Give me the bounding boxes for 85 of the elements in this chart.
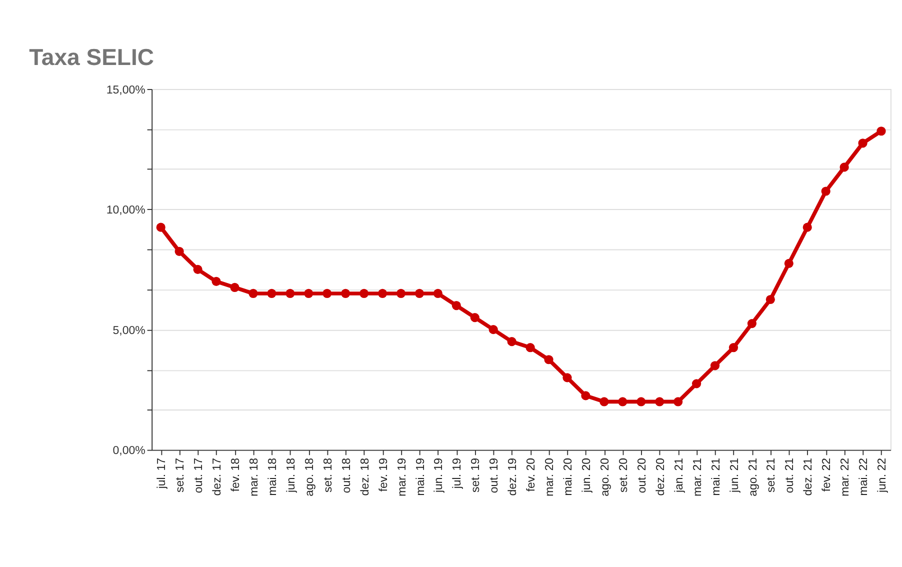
point [802, 222, 812, 232]
x-tick-label: dez. 19 [507, 458, 520, 496]
x-tick-label: fev. 20 [526, 458, 538, 492]
point [414, 288, 424, 298]
x-tick-label: set. 18 [322, 458, 334, 493]
x-tick-label: mai. 20 [562, 458, 575, 496]
point [433, 288, 442, 298]
point [821, 186, 830, 196]
x-tick-label: ago. 21 [747, 458, 760, 496]
point [359, 288, 369, 298]
x-tick-label: jun. 21 [728, 458, 741, 494]
point [562, 373, 572, 382]
x-tick-label: set. 20 [618, 458, 630, 493]
point [728, 343, 738, 352]
x-tick-label: out. 20 [636, 458, 648, 494]
point [840, 162, 849, 172]
point [488, 325, 498, 334]
x-tick-label: ago. 20 [599, 458, 612, 496]
point [747, 319, 756, 328]
x-tick-label: mar. 21 [692, 458, 704, 496]
point [636, 397, 646, 406]
x-tick-label: jul. 17 [156, 458, 168, 490]
point [267, 288, 276, 298]
x-tick-label: out. 21 [784, 458, 796, 494]
point [876, 126, 886, 136]
x-tick-label: dez. 20 [654, 458, 667, 496]
x-tick-label: mar. 20 [544, 458, 556, 496]
x-tick-label: dez. 21 [802, 458, 815, 496]
point [692, 379, 702, 388]
y-tick-label: 15,00% [106, 84, 146, 96]
point [766, 294, 775, 304]
point [212, 276, 221, 286]
point [304, 288, 314, 298]
x-tick-label: set. 17 [174, 458, 187, 493]
point [341, 288, 350, 298]
point [248, 288, 258, 298]
chart-title: Taxa SELIC [29, 44, 154, 70]
x-tick-label: jun. 18 [285, 458, 298, 494]
point [784, 258, 794, 268]
point [193, 264, 202, 274]
point [507, 337, 516, 346]
x-tick-label: jan. 21 [673, 458, 686, 494]
point [600, 397, 609, 406]
point [286, 288, 295, 298]
point [526, 343, 535, 352]
point [618, 397, 628, 406]
point [156, 222, 166, 232]
x-tick-label: fev. 18 [230, 458, 242, 492]
point [581, 391, 590, 400]
x-tick-label: mai. 22 [858, 458, 870, 496]
y-tick-label: 10,00% [106, 204, 146, 217]
x-tick-label: fev. 22 [821, 458, 834, 492]
point [544, 355, 554, 364]
y-tick-label: 0,00% [112, 445, 146, 458]
x-tick-label: jun. 20 [581, 458, 594, 494]
x-tick-label: dez. 17 [212, 458, 224, 496]
point [452, 300, 461, 310]
x-tick-label: jun. 22 [876, 458, 889, 494]
point [396, 288, 406, 298]
x-tick-label: jul. 19 [452, 458, 464, 490]
point [174, 246, 184, 256]
x-tick-label: jun. 19 [433, 458, 446, 494]
point [378, 288, 388, 298]
x-tick-label: out. 19 [488, 458, 501, 494]
x-tick-label: out. 18 [340, 458, 353, 494]
x-tick-label: mai. 18 [267, 458, 279, 496]
x-tick-label: ago. 18 [304, 458, 316, 496]
x-tick-label: mar. 18 [248, 458, 261, 496]
x-tick-label: dez. 18 [359, 458, 372, 496]
y-tick-label: 5,00% [112, 324, 146, 337]
x-tick-label: mai. 21 [710, 458, 722, 496]
point [674, 397, 683, 406]
x-tick-label: mar. 22 [840, 458, 852, 496]
x-tick-label: set. 19 [470, 458, 482, 493]
x-tick-label: out. 17 [193, 458, 206, 494]
point [230, 282, 240, 292]
point [655, 397, 664, 406]
point [858, 138, 868, 148]
point [710, 361, 720, 370]
x-tick-label: mar. 19 [396, 458, 408, 496]
point [322, 288, 332, 298]
point [470, 313, 480, 322]
x-tick-label: fev. 19 [378, 458, 390, 492]
x-tick-label: mai. 19 [414, 458, 427, 496]
x-tick-label: set. 21 [766, 458, 778, 493]
